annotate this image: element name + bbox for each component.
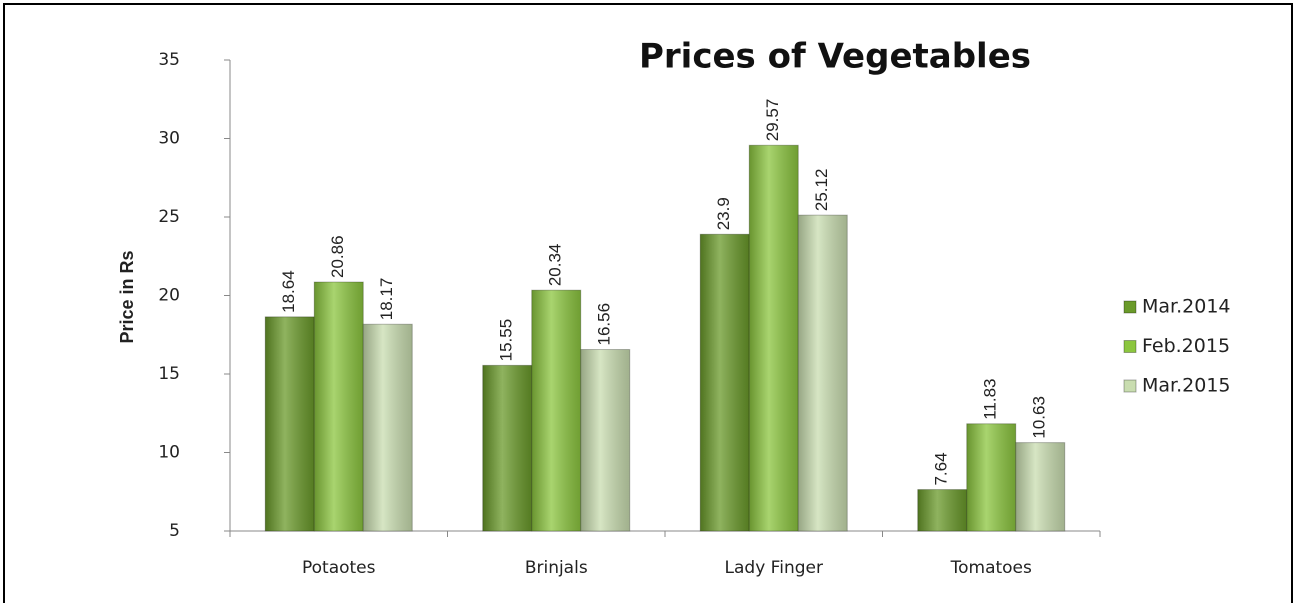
value-label: 16.56 xyxy=(595,303,614,346)
y-tick-label: 10 xyxy=(158,443,180,463)
legend-label: Mar.2015 xyxy=(1142,375,1231,397)
legend-swatch xyxy=(1123,300,1137,314)
value-label: 25.12 xyxy=(812,169,831,212)
value-label: 20.34 xyxy=(546,244,565,287)
bar-shade xyxy=(797,214,848,532)
value-label: 29.57 xyxy=(763,99,782,142)
y-tick-label: 35 xyxy=(158,50,180,70)
value-label: 10.63 xyxy=(1030,396,1049,439)
value-label: 18.64 xyxy=(279,270,298,313)
chart-title: Prices of Vegetables xyxy=(639,37,1031,77)
bar-shade xyxy=(580,349,631,532)
value-label: 23.9 xyxy=(714,197,733,230)
bar-shade xyxy=(917,489,968,532)
value-label: 15.55 xyxy=(497,319,516,362)
value-label: 11.83 xyxy=(981,378,1000,419)
y-axis-label: Price in Rs xyxy=(117,250,137,343)
legend-label: Feb.2015 xyxy=(1142,335,1230,357)
y-tick-label: 30 xyxy=(158,129,180,149)
y-tick-label: 15 xyxy=(158,364,180,384)
value-label: 7.64 xyxy=(932,452,951,485)
x-tick-label: Lady Finger xyxy=(725,558,823,578)
value-label: 20.86 xyxy=(328,235,347,278)
frame xyxy=(3,3,1293,603)
bar-shade xyxy=(264,316,315,532)
legend-swatch xyxy=(1123,379,1137,393)
x-tick-label: Potaotes xyxy=(302,558,376,578)
bar-shade xyxy=(748,144,799,532)
y-tick-label: 5 xyxy=(169,521,180,541)
bar-shade xyxy=(966,423,1017,532)
bar-shade xyxy=(1015,442,1066,532)
y-tick-label: 20 xyxy=(158,286,180,306)
legend-label: Mar.2014 xyxy=(1142,296,1231,318)
value-label: 18.17 xyxy=(377,278,396,321)
bar-shade xyxy=(699,233,750,532)
x-tick-label: Brinjals xyxy=(525,558,588,578)
bar-shade xyxy=(482,364,533,532)
x-tick-label: Tomatoes xyxy=(950,558,1032,578)
bar-shade xyxy=(531,289,582,532)
bar-shade xyxy=(362,323,413,532)
legend-swatch xyxy=(1123,340,1137,353)
bar-shade xyxy=(313,281,364,532)
y-tick-label: 25 xyxy=(158,207,180,227)
